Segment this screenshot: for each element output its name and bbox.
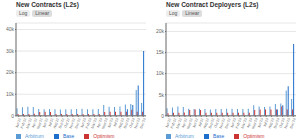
svg-text:Feb'22: Feb'22	[170, 117, 178, 129]
svg-text:Jun'23: Jun'23	[106, 117, 115, 129]
svg-text:Aug'23: Aug'23	[267, 117, 275, 130]
svg-text:Apr'22: Apr'22	[31, 117, 39, 129]
svg-text:Nov'22: Nov'22	[218, 117, 227, 130]
svg-text:May'23: May'23	[251, 117, 259, 130]
svg-text:Mar'23: Mar'23	[90, 117, 98, 129]
svg-text:20k: 20k	[8, 69, 14, 75]
svg-text:Jan'22: Jan'22	[164, 117, 172, 129]
svg-text:Jul'23: Jul'23	[112, 117, 120, 128]
svg-text:Aug'22: Aug'22	[202, 117, 210, 130]
svg-text:Jan'23: Jan'23	[229, 117, 237, 129]
svg-text:Oct'23: Oct'23	[278, 117, 286, 129]
html-text:Linear: Linear	[185, 10, 200, 16]
svg-text:Sep'23: Sep'23	[272, 117, 281, 130]
svg-text:May'23: May'23	[101, 117, 109, 130]
svg-text:Jan'23: Jan'23	[79, 117, 87, 129]
svg-text:Aug'22: Aug'22	[52, 117, 60, 130]
svg-text:May'22: May'22	[186, 117, 194, 130]
svg-text:30k: 30k	[8, 48, 14, 54]
html-text:Log: Log	[169, 10, 178, 16]
svg-text:15k: 15k	[156, 49, 165, 55]
svg-text:Dec'22: Dec'22	[74, 117, 82, 130]
svg-text:Dec'22: Dec'22	[224, 117, 232, 130]
svg-text:40k: 40k	[8, 26, 14, 32]
svg-text:Jan'22: Jan'22	[14, 117, 22, 129]
svg-text:Sep'22: Sep'22	[207, 117, 216, 130]
html-text:Arbitrum: Arbitrum	[175, 132, 194, 139]
svg-text:0: 0	[161, 113, 164, 119]
svg-text:Jul'23: Jul'23	[262, 117, 270, 128]
svg-text:Jul'22: Jul'22	[47, 117, 55, 128]
svg-text:10k: 10k	[156, 70, 165, 76]
svg-text:Mar'22: Mar'22	[175, 117, 183, 129]
svg-text:Feb'22: Feb'22	[20, 117, 28, 129]
svg-text:0: 0	[11, 113, 14, 119]
html-text:Log: Log	[19, 10, 28, 16]
svg-text:Aug'23: Aug'23	[117, 117, 125, 130]
svg-text:Sep'22: Sep'22	[57, 117, 66, 130]
svg-text:Dec'23: Dec'23	[289, 118, 292, 130]
svg-text:Jun'23: Jun'23	[256, 117, 265, 129]
svg-text:May'22: May'22	[36, 117, 44, 130]
svg-text:20k: 20k	[156, 28, 165, 34]
svg-text:Mar'22: Mar'22	[25, 117, 33, 129]
html-text:New Contract Deployers (L2s): New Contract Deployers (L2s)	[166, 1, 259, 8]
svg-text:Mar'23: Mar'23	[240, 117, 248, 129]
html-text:Linear: Linear	[35, 10, 50, 16]
svg-text:Oct'23: Oct'23	[128, 117, 136, 129]
svg-text:Dec'23: Dec'23	[139, 118, 146, 130]
svg-text:Nov'23: Nov'23	[283, 117, 292, 130]
svg-text:10k: 10k	[8, 91, 14, 97]
html-text:Optimism: Optimism	[243, 132, 265, 139]
html-text:Optimism: Optimism	[93, 132, 115, 139]
svg-text:Nov'22: Nov'22	[68, 117, 77, 130]
svg-text:Nov'23: Nov'23	[133, 117, 142, 130]
svg-text:Apr'22: Apr'22	[181, 117, 189, 129]
svg-text:Jun'22: Jun'22	[191, 117, 200, 129]
svg-text:Apr'23: Apr'23	[246, 117, 254, 129]
svg-text:Oct'22: Oct'22	[63, 117, 71, 129]
svg-text:Oct'22: Oct'22	[213, 117, 221, 129]
html-text:Base: Base	[212, 132, 225, 139]
svg-text:Sep'23: Sep'23	[122, 117, 131, 130]
svg-text:5k: 5k	[159, 92, 165, 98]
svg-text:Apr'23: Apr'23	[96, 117, 104, 129]
svg-text:Jun'22: Jun'22	[41, 117, 50, 129]
html-text:New Contracts (L2s): New Contracts (L2s)	[16, 1, 79, 8]
svg-text:Feb'23: Feb'23	[85, 117, 93, 129]
svg-text:Jul'22: Jul'22	[197, 117, 205, 128]
html-text:Base: Base	[62, 132, 75, 139]
html-text:Arbitrum: Arbitrum	[25, 132, 44, 139]
svg-text:Feb'23: Feb'23	[235, 117, 243, 129]
